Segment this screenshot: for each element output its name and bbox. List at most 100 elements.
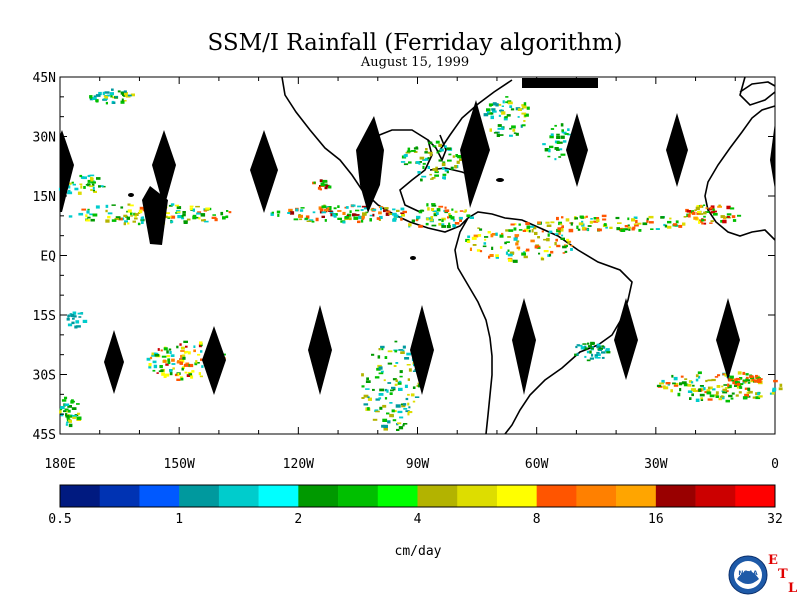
rain-pixel bbox=[431, 203, 436, 205]
rain-pixel bbox=[648, 215, 654, 219]
rain-pixel bbox=[491, 233, 496, 236]
rain-pixel bbox=[521, 252, 526, 256]
rain-pixel bbox=[772, 387, 777, 392]
rain-pixel bbox=[525, 248, 530, 252]
rain-pixel bbox=[545, 221, 550, 224]
rain-pixel bbox=[100, 185, 104, 188]
rain-pixel bbox=[471, 236, 477, 240]
rain-pixel bbox=[559, 141, 563, 144]
rain-pixel bbox=[78, 212, 84, 216]
rain-pixel bbox=[79, 312, 83, 315]
rain-pixel bbox=[180, 350, 185, 352]
rain-pixel bbox=[398, 380, 402, 383]
galapagos-island bbox=[410, 256, 416, 260]
rain-pixel bbox=[505, 101, 510, 104]
rain-pixel bbox=[499, 109, 504, 112]
rain-pixel bbox=[513, 227, 517, 231]
rain-pixel bbox=[81, 208, 87, 211]
rain-pixel bbox=[605, 226, 608, 229]
rain-pixel bbox=[587, 342, 590, 345]
rain-pixel bbox=[75, 320, 80, 324]
rain-pixel bbox=[115, 96, 118, 98]
rain-pixel bbox=[727, 216, 730, 218]
rain-pixel bbox=[74, 415, 77, 418]
rain-pixel bbox=[429, 153, 433, 157]
rain-pixel bbox=[329, 207, 332, 211]
rain-pixel bbox=[319, 210, 323, 214]
rain-pixel bbox=[725, 399, 730, 403]
rain-pixel bbox=[554, 147, 559, 150]
rain-pixel bbox=[575, 345, 578, 349]
swath-gap bbox=[770, 122, 775, 190]
rain-pixel bbox=[577, 228, 581, 231]
rain-pixel bbox=[602, 346, 606, 349]
rain-pixel bbox=[175, 212, 178, 214]
rain-pixel bbox=[92, 97, 97, 100]
rain-pixel bbox=[141, 220, 144, 224]
rain-pixel bbox=[399, 416, 404, 419]
rain-pixel bbox=[337, 210, 342, 212]
rain-pixel bbox=[164, 215, 168, 219]
rain-pixel bbox=[483, 113, 489, 117]
rain-pixel bbox=[678, 224, 683, 228]
rain-pixel bbox=[442, 176, 445, 180]
rain-pixel bbox=[594, 356, 598, 359]
rain-pixel bbox=[591, 353, 594, 357]
rain-pixel bbox=[182, 211, 186, 214]
rain-pixel bbox=[459, 210, 464, 212]
rain-pixel bbox=[151, 352, 154, 356]
rain-pixel bbox=[190, 375, 194, 379]
rain-pixel bbox=[134, 215, 137, 218]
rain-pixel bbox=[127, 209, 132, 213]
rain-pixel bbox=[679, 388, 682, 392]
rain-pixel bbox=[361, 373, 364, 377]
rain-pixel bbox=[716, 385, 721, 388]
rain-pixel bbox=[431, 177, 436, 179]
rain-pixel bbox=[489, 254, 494, 257]
rain-pixel bbox=[180, 354, 183, 358]
rain-pixel bbox=[90, 188, 93, 191]
rain-pixel bbox=[523, 120, 526, 122]
rain-pixel bbox=[148, 363, 152, 367]
rain-pixel bbox=[594, 354, 598, 358]
rain-pixel bbox=[357, 205, 361, 208]
rain-pixel bbox=[751, 377, 755, 381]
rain-pixel bbox=[523, 255, 528, 259]
rain-pixel bbox=[400, 207, 405, 211]
rain-pixel bbox=[570, 245, 574, 247]
rain-pixel bbox=[561, 225, 564, 228]
rain-pixel bbox=[365, 388, 370, 390]
rain-pixel bbox=[419, 156, 425, 160]
rain-pixel bbox=[74, 187, 79, 191]
rain-pixel bbox=[416, 215, 421, 219]
rain-pixel bbox=[407, 393, 410, 396]
swath-gap bbox=[512, 298, 536, 395]
rain-pixel bbox=[729, 375, 734, 379]
rain-pixel bbox=[698, 375, 701, 379]
rain-pixel bbox=[201, 365, 204, 368]
rain-pixel bbox=[747, 381, 751, 384]
rain-pixel bbox=[448, 222, 451, 226]
rain-pixel bbox=[89, 213, 94, 216]
rain-pixel bbox=[372, 213, 375, 217]
rain-pixel bbox=[574, 353, 579, 356]
rain-pixel bbox=[132, 220, 136, 223]
rain-pixel bbox=[584, 355, 587, 358]
rain-pixel bbox=[695, 206, 700, 210]
rain-pixel bbox=[537, 236, 540, 239]
rain-pixel bbox=[755, 396, 761, 400]
rain-pixel bbox=[522, 229, 526, 232]
swath-gap bbox=[60, 130, 74, 212]
rain-pixel bbox=[427, 165, 430, 169]
rain-pixel bbox=[438, 222, 442, 226]
rain-pixel bbox=[396, 428, 400, 431]
rain-pixel bbox=[149, 356, 153, 360]
rain-pixel bbox=[134, 217, 138, 220]
rain-pixel bbox=[660, 216, 665, 219]
rain-pixel bbox=[680, 375, 684, 378]
rain-pixel bbox=[661, 379, 665, 384]
rain-pixel bbox=[707, 398, 713, 401]
rain-pixel bbox=[454, 222, 460, 225]
colorbar-swatch bbox=[377, 485, 418, 507]
rain-pixel bbox=[369, 214, 374, 217]
